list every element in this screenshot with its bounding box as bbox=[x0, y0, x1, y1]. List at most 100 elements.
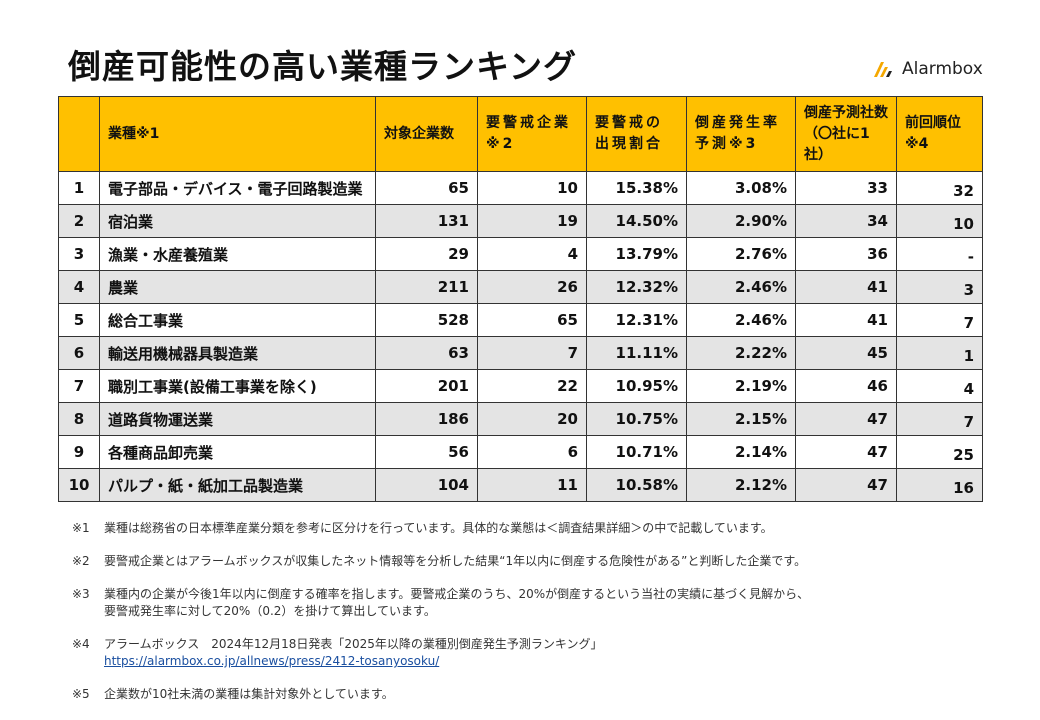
header-target-companies: 対象企業数 bbox=[375, 96, 478, 172]
header-warning-ratio: 要警戒の出現割合 bbox=[586, 96, 687, 172]
footnote-body: 企業数が10社未満の業種は集計対象外としています。 bbox=[104, 686, 972, 703]
row-target-companies: 211 bbox=[375, 270, 478, 304]
footnotes: ※1 業種は総務省の日本標準産業分類を参考に区分けを行っています。具体的な業態は＜… bbox=[72, 520, 972, 719]
row-bankruptcy-rate: 2.90% bbox=[686, 204, 796, 238]
row-warning-companies: 22 bbox=[477, 369, 587, 403]
row-warning-ratio: 10.95% bbox=[586, 369, 687, 403]
row-previous-rank: 32 bbox=[896, 171, 983, 205]
footnote: ※2 要警戒企業とはアラームボックスが収集したネット情報等を分析した結果“1年以内… bbox=[72, 553, 972, 570]
row-industry: 農業 bbox=[99, 270, 376, 304]
row-rank: 2 bbox=[58, 204, 100, 238]
row-rank: 7 bbox=[58, 369, 100, 403]
table-row: 8 道路貨物運送業 186 20 10.75% 2.15% 47 7 bbox=[58, 402, 983, 436]
header-predicted-count: 倒産予測社数（〇社に1社） bbox=[795, 96, 897, 172]
row-rank: 4 bbox=[58, 270, 100, 304]
footnote: ※4 アラームボックス 2024年12月18日発表「2025年以降の業種別倒産発生… bbox=[72, 636, 972, 670]
row-warning-ratio: 14.50% bbox=[586, 204, 687, 238]
row-bankruptcy-rate: 2.19% bbox=[686, 369, 796, 403]
row-bankruptcy-rate: 2.22% bbox=[686, 336, 796, 370]
row-rank: 5 bbox=[58, 303, 100, 337]
row-industry: 各種商品卸売業 bbox=[99, 435, 376, 469]
header-no bbox=[58, 96, 100, 172]
table-row: 3 漁業・水産養殖業 29 4 13.79% 2.76% 36- bbox=[58, 237, 983, 271]
footnote-line: 業種内の企業が今後1年以内に倒産する確率を指します。要警戒企業のうち、20%が倒… bbox=[104, 587, 810, 601]
row-target-companies: 131 bbox=[375, 204, 478, 238]
row-predicted-count: 41 bbox=[795, 270, 897, 304]
press-release-link[interactable]: https://alarmbox.co.jp/allnews/press/241… bbox=[104, 654, 440, 668]
row-previous-rank: 1 bbox=[896, 336, 983, 370]
row-industry: 宿泊業 bbox=[99, 204, 376, 238]
header-bankruptcy-rate: 倒産発生率予測※3 bbox=[686, 96, 796, 172]
footnote-body: 業種内の企業が今後1年以内に倒産する確率を指します。要警戒企業のうち、20%が倒… bbox=[104, 586, 972, 620]
table-row: 6 輸送用機械器具製造業 63 7 11.11% 2.22% 45 1 bbox=[58, 336, 983, 370]
row-bankruptcy-rate: 2.46% bbox=[686, 303, 796, 337]
row-rank: 9 bbox=[58, 435, 100, 469]
footnote-body: 要警戒企業とはアラームボックスが収集したネット情報等を分析した結果“1年以内に倒… bbox=[104, 553, 972, 570]
table-row: 2 宿泊業 131 19 14.50% 2.90% 34 10 bbox=[58, 204, 983, 238]
row-industry: 職別工事業(設備工事業を除く) bbox=[99, 369, 376, 403]
footnote-line: 要警戒企業とはアラームボックスが収集したネット情報等を分析した結果“1年以内に倒… bbox=[104, 554, 807, 568]
row-previous-rank: 4 bbox=[896, 369, 983, 403]
row-previous-rank: 10 bbox=[896, 204, 983, 238]
row-predicted-count: 34 bbox=[795, 204, 897, 238]
row-rank: 3 bbox=[58, 237, 100, 271]
row-industry: 道路貨物運送業 bbox=[99, 402, 376, 436]
row-target-companies: 56 bbox=[375, 435, 478, 469]
row-warning-ratio: 10.58% bbox=[586, 468, 687, 502]
ranking-table: 業種※1 対象企業数 要警戒企業※2 要警戒の出現割合 倒産発生率予測※3 倒産… bbox=[58, 96, 983, 502]
row-warning-ratio: 12.32% bbox=[586, 270, 687, 304]
row-target-companies: 186 bbox=[375, 402, 478, 436]
row-warning-ratio: 13.79% bbox=[586, 237, 687, 271]
row-warning-companies: 26 bbox=[477, 270, 587, 304]
header-industry: 業種※1 bbox=[99, 96, 376, 172]
row-rank: 8 bbox=[58, 402, 100, 436]
footnote-line: アラームボックス 2024年12月18日発表「2025年以降の業種別倒産発生予測… bbox=[104, 637, 603, 651]
table-row: 1 電子部品・デバイス・電子回路製造業 65 10 15.38% 3.08% 33 32 bbox=[58, 171, 983, 205]
row-bankruptcy-rate: 2.76% bbox=[686, 237, 796, 271]
row-industry: パルプ・紙・紙加工品製造業 bbox=[99, 468, 376, 502]
row-previous-rank: 3 bbox=[896, 270, 983, 304]
row-target-companies: 104 bbox=[375, 468, 478, 502]
table-row: 5 総合工事業 528 65 12.31% 2.46% 41 7 bbox=[58, 303, 983, 337]
table-row: 7 職別工事業(設備工事業を除く) 201 22 10.95% 2.19% 46 4 bbox=[58, 369, 983, 403]
table-header-row: 業種※1 対象企業数 要警戒企業※2 要警戒の出現割合 倒産発生率予測※3 倒産… bbox=[58, 96, 983, 172]
row-predicted-count: 45 bbox=[795, 336, 897, 370]
row-target-companies: 201 bbox=[375, 369, 478, 403]
row-warning-ratio: 11.11% bbox=[586, 336, 687, 370]
row-predicted-count: 36 bbox=[795, 237, 897, 271]
row-warning-ratio: 12.31% bbox=[586, 303, 687, 337]
header-previous-rank: 前回順位※4 bbox=[896, 96, 983, 172]
row-bankruptcy-rate: 2.12% bbox=[686, 468, 796, 502]
row-warning-companies: 65 bbox=[477, 303, 587, 337]
footnote-mark: ※4 bbox=[72, 637, 90, 651]
row-warning-companies: 7 bbox=[477, 336, 587, 370]
row-predicted-count: 41 bbox=[795, 303, 897, 337]
row-predicted-count: 33 bbox=[795, 171, 897, 205]
row-warning-companies: 11 bbox=[477, 468, 587, 502]
footnote-body: 業種は総務省の日本標準産業分類を参考に区分けを行っています。具体的な業態は＜調査… bbox=[104, 520, 972, 537]
row-rank: 1 bbox=[58, 171, 100, 205]
brand-logo: Alarmbox bbox=[872, 59, 983, 79]
row-previous-rank: - bbox=[896, 237, 983, 271]
table-row: 4 農業 211 26 12.32% 2.46% 41 3 bbox=[58, 270, 983, 304]
row-predicted-count: 47 bbox=[795, 435, 897, 469]
row-warning-companies: 19 bbox=[477, 204, 587, 238]
row-warning-ratio: 10.71% bbox=[586, 435, 687, 469]
row-predicted-count: 46 bbox=[795, 369, 897, 403]
row-target-companies: 528 bbox=[375, 303, 478, 337]
row-rank: 6 bbox=[58, 336, 100, 370]
page-title: 倒産可能性の高い業種ランキング bbox=[68, 47, 578, 86]
row-industry: 電子部品・デバイス・電子回路製造業 bbox=[99, 171, 376, 205]
footnote-line: 要警戒発生率に対して20%（0.2）を掛けて算出しています。 bbox=[104, 604, 436, 618]
table-row: 9 各種商品卸売業 56 6 10.71% 2.14% 47 25 bbox=[58, 435, 983, 469]
row-industry: 輸送用機械器具製造業 bbox=[99, 336, 376, 370]
row-bankruptcy-rate: 3.08% bbox=[686, 171, 796, 205]
row-warning-ratio: 15.38% bbox=[586, 171, 687, 205]
table-body: 1 電子部品・デバイス・電子回路製造業 65 10 15.38% 3.08% 33 32 2 宿泊… bbox=[58, 171, 983, 502]
row-target-companies: 65 bbox=[375, 171, 478, 205]
row-previous-rank: 7 bbox=[896, 303, 983, 337]
footnote-mark: ※3 bbox=[72, 587, 90, 601]
row-predicted-count: 47 bbox=[795, 468, 897, 502]
row-warning-companies: 10 bbox=[477, 171, 587, 205]
row-warning-companies: 4 bbox=[477, 237, 587, 271]
